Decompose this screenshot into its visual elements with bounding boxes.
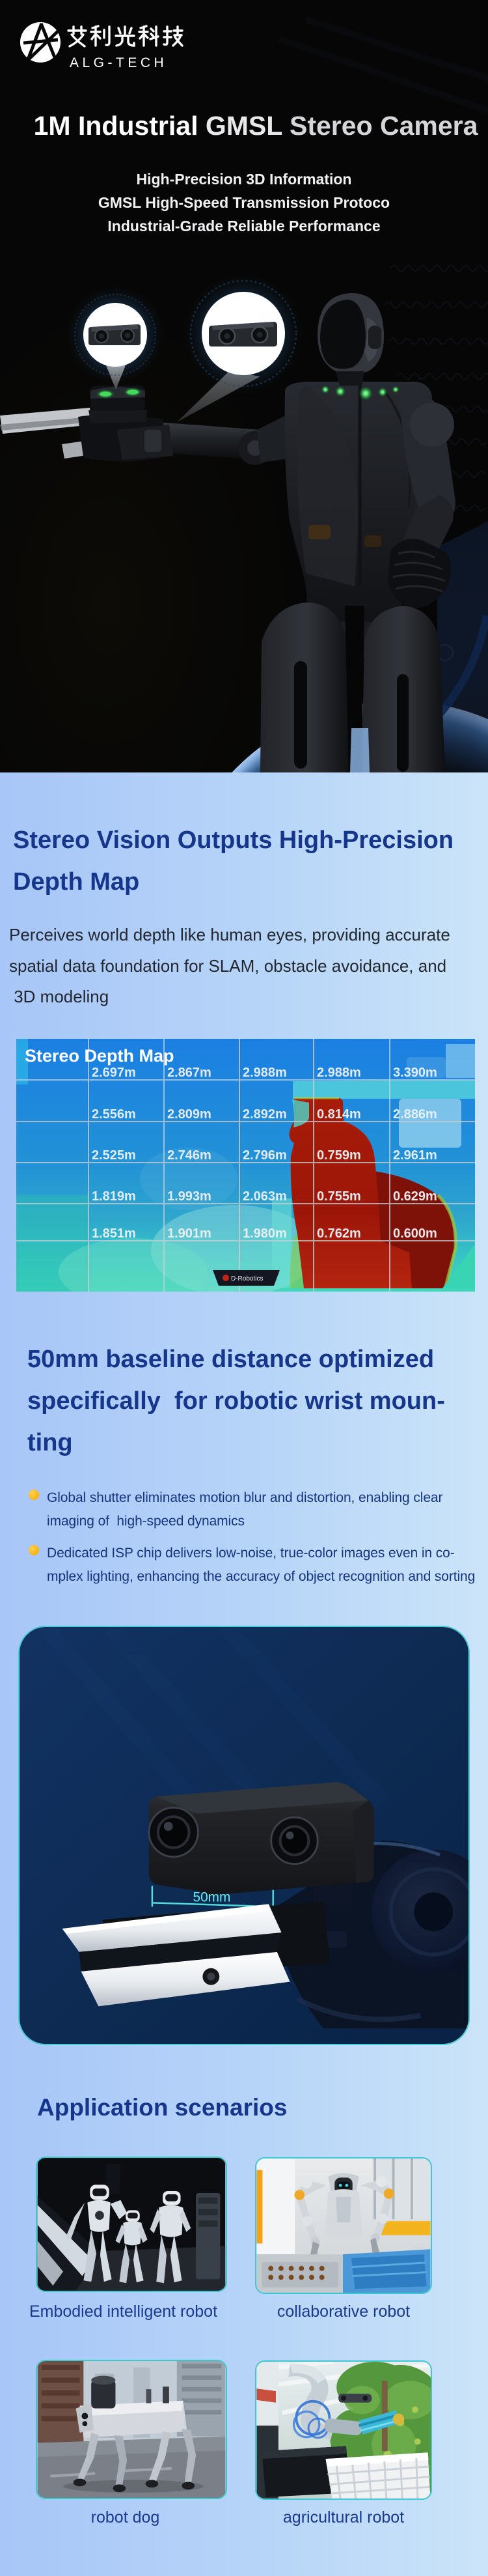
svg-text:1.851m: 1.851m [92,1226,136,1241]
svg-text:Stereo Depth Map: Stereo Depth Map [25,1046,174,1066]
svg-text:2.961m: 2.961m [393,1148,437,1163]
svg-text:2.809m: 2.809m [167,1107,211,1122]
svg-text:2.525m: 2.525m [92,1148,136,1163]
svg-text:1.819m: 1.819m [92,1189,136,1204]
svg-text:2.796m: 2.796m [243,1148,287,1163]
svg-text:2.988m: 2.988m [317,1066,361,1080]
svg-text:0.755m: 0.755m [317,1189,361,1204]
svg-text:2.063m: 2.063m [243,1189,287,1204]
svg-text:3.390m: 3.390m [393,1066,437,1080]
svg-text:2.556m: 2.556m [92,1107,136,1122]
svg-text:2.867m: 2.867m [167,1066,211,1080]
svg-text:2.988m: 2.988m [243,1066,287,1080]
svg-text:1.901m: 1.901m [167,1226,211,1241]
svg-text:2.886m: 2.886m [393,1107,437,1122]
svg-text:2.746m: 2.746m [167,1148,211,1163]
svg-text:2.892m: 2.892m [243,1107,287,1122]
svg-text:0.814m: 0.814m [317,1107,361,1122]
svg-text:2.697m: 2.697m [92,1066,136,1080]
svg-text:50mm: 50mm [193,1890,230,1904]
svg-text:0.629m: 0.629m [393,1189,437,1204]
svg-text:0.759m: 0.759m [317,1148,361,1163]
svg-text:D-Robotics: D-Robotics [231,1275,263,1282]
svg-text:0.600m: 0.600m [393,1226,437,1241]
svg-text:0.762m: 0.762m [317,1226,361,1241]
svg-text:1.980m: 1.980m [243,1226,287,1241]
svg-text:1.993m: 1.993m [167,1189,211,1204]
